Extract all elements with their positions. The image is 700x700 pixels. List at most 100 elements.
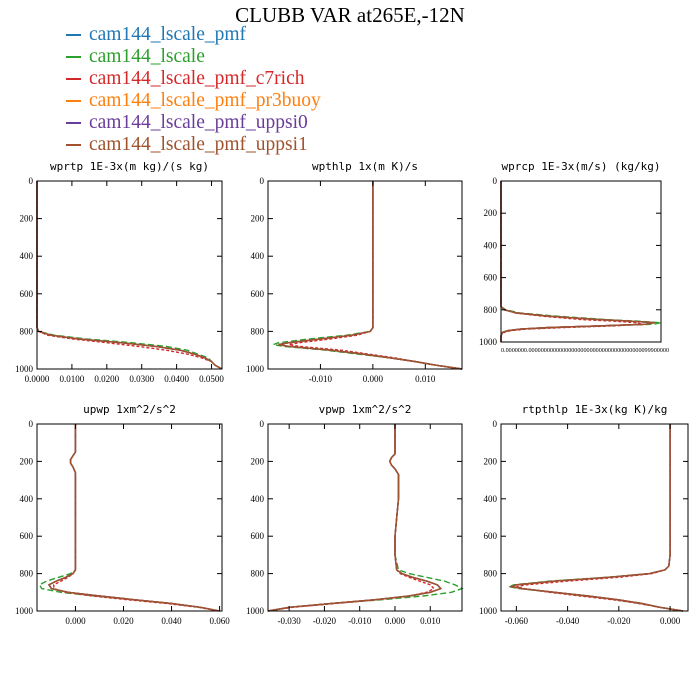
y-tick-label: 200	[251, 456, 265, 466]
x-tick-label: 0.0000	[25, 374, 50, 384]
y-tick-label: 400	[251, 494, 265, 504]
plot-frame	[500, 180, 662, 343]
plot-frame	[500, 423, 689, 612]
y-tick-label: 600	[251, 289, 265, 299]
legend-swatch	[66, 78, 81, 80]
x-tick-label: 0.0300	[129, 374, 154, 384]
y-tick-label: 600	[251, 531, 265, 541]
plot-frame	[36, 423, 223, 612]
y-tick-label: 800	[20, 569, 34, 579]
y-tick-label: 1000	[479, 606, 498, 616]
legend-label: cam144_lscale_pmf_uppsi0	[89, 112, 308, 133]
x-tick-label: 0.000	[65, 616, 86, 626]
series-line	[47, 424, 220, 612]
legend-label: cam144_lscale_pmf_pr3buoy	[89, 90, 321, 111]
plot-frame	[36, 180, 223, 370]
y-tick-label: 800	[251, 326, 265, 336]
y-tick-label: 800	[484, 569, 498, 579]
y-tick-label: 400	[251, 251, 265, 261]
series-line	[288, 181, 463, 370]
y-tick-label: 400	[20, 251, 34, 261]
y-tick-label: 0	[260, 176, 265, 186]
legend-item: cam144_lscale_pmf_uppsi0	[66, 112, 321, 134]
legend-label: cam144_lscale_pmf_c7rich	[89, 68, 305, 89]
x-tick-label: -0.020	[607, 616, 631, 626]
legend-swatch	[66, 144, 81, 146]
y-tick-label: 400	[20, 494, 34, 504]
panel-title: vpwp 1xm^2/s^2	[319, 403, 412, 416]
y-tick-label: 200	[484, 208, 498, 218]
series-line	[267, 424, 443, 612]
legend-item: cam144_lscale	[66, 46, 321, 68]
plot-frame	[267, 180, 463, 370]
x-tick-label: 0.0400	[164, 374, 189, 384]
panel-title: rtpthlp 1E-3x(kg K)/kg	[522, 403, 668, 416]
y-tick-label: 1000	[246, 606, 265, 616]
figure-title: CLUBB VAR at265E,-12N	[235, 3, 465, 27]
series-line	[500, 181, 655, 342]
series-line	[47, 424, 220, 612]
x-tick-label: 0.040	[161, 616, 182, 626]
series-line	[267, 424, 443, 612]
series-line	[36, 181, 223, 370]
series-line	[47, 424, 220, 612]
legend-swatch	[66, 122, 81, 124]
x-tick-label: 0.000	[363, 374, 384, 384]
series-line	[53, 424, 220, 612]
x-tick-label: -0.030	[278, 616, 302, 626]
y-tick-label: 200	[484, 456, 498, 466]
y-tick-label: 1000	[15, 364, 34, 374]
y-tick-label: 600	[484, 273, 498, 283]
series-line	[47, 424, 220, 612]
y-tick-label: 800	[251, 569, 265, 579]
x-tick-label: 0.0500	[199, 374, 224, 384]
y-tick-label: 600	[484, 531, 498, 541]
y-tick-label: 0	[29, 176, 34, 186]
y-tick-label: 0	[260, 419, 265, 429]
legend-item: cam144_lscale_pmf_pr3buoy	[66, 90, 321, 112]
panel-title: wprtp 1E-3x(m kg)/(s kg)	[50, 160, 209, 173]
plot-frame	[267, 423, 463, 612]
series-line	[38, 424, 220, 612]
y-tick-label: 0	[493, 419, 498, 429]
legend-item: cam144_lscale_pmf_uppsi1	[66, 134, 321, 156]
legend-swatch	[66, 34, 81, 36]
y-tick-label: 0	[493, 176, 498, 186]
panel-title: upwp 1xm^2/s^2	[83, 403, 176, 416]
legend-swatch	[66, 56, 81, 58]
y-tick-label: 0	[29, 419, 34, 429]
legend-item: cam144_lscale_pmf	[66, 24, 321, 46]
x-tick-label: 0.060	[209, 616, 230, 626]
y-tick-label: 600	[20, 289, 34, 299]
series-line	[267, 424, 443, 612]
x-tick-label: 0.0100	[60, 374, 85, 384]
legend-item: cam144_lscale_pmf_c7rich	[66, 68, 321, 90]
legend-label: cam144_lscale	[89, 46, 205, 67]
y-tick-label: 1000	[246, 364, 265, 374]
panel-title: wprcp 1E-3x(m/s) (kg/kg)	[502, 160, 661, 173]
x-tick-label: 0.000	[660, 616, 681, 626]
x-tick-label: 0.0200	[94, 374, 119, 384]
y-tick-label: 400	[484, 240, 498, 250]
y-tick-label: 800	[484, 305, 498, 315]
series-line	[267, 424, 435, 612]
x-tick-label: -0.060	[505, 616, 529, 626]
x-tick-label: -0.020	[313, 616, 337, 626]
y-tick-label: 600	[20, 531, 34, 541]
y-tick-label: 1000	[15, 606, 34, 616]
y-tick-label: 800	[20, 326, 34, 336]
y-tick-label: 200	[20, 214, 34, 224]
series-line	[36, 181, 223, 370]
x-tick-label: -0.040	[556, 616, 580, 626]
x-tick-label: 0.010	[415, 374, 436, 384]
series-line	[36, 181, 223, 370]
series-line	[36, 181, 223, 370]
series-line	[278, 181, 463, 370]
legend-swatch	[66, 100, 81, 102]
x-tick-label: 0.000	[385, 616, 406, 626]
series-line	[508, 424, 684, 612]
panel-title: wpthlp 1x(m K)/s	[312, 160, 418, 173]
x-tick-label: -0.010	[309, 374, 333, 384]
legend: cam144_lscale_pmf cam144_lscale cam144_l…	[66, 24, 321, 156]
